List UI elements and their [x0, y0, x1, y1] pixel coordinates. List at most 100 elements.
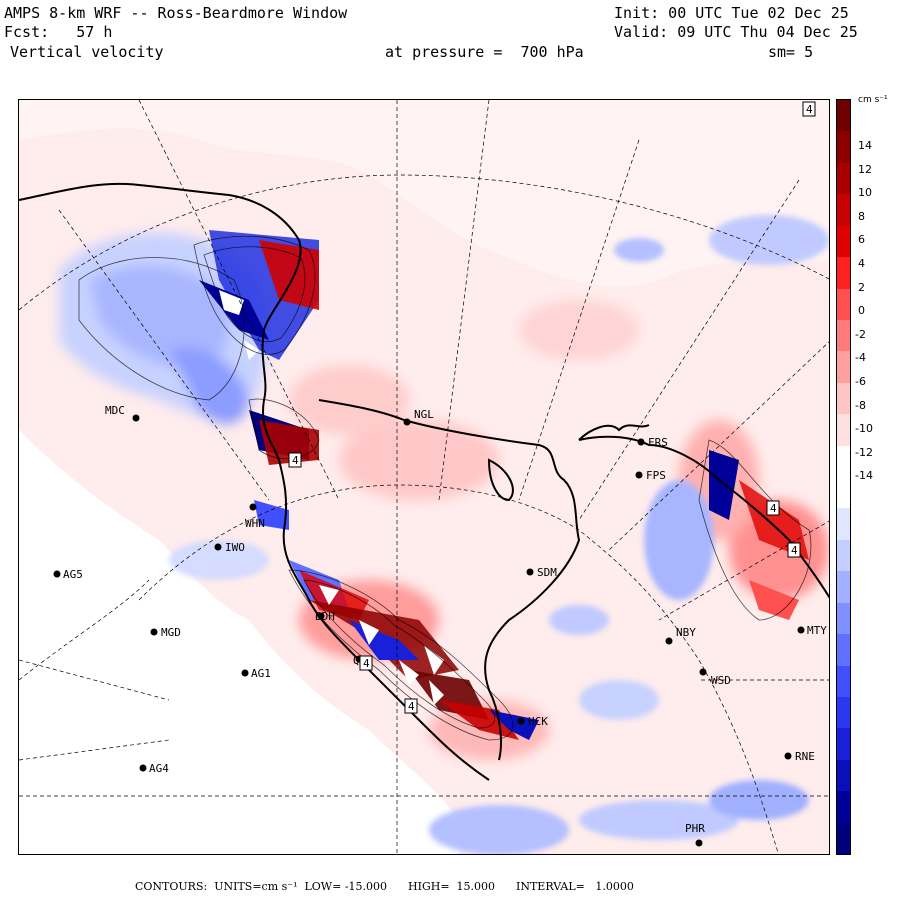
colorbar-tick-label: 8	[858, 209, 865, 223]
colorbar-segment	[837, 822, 850, 855]
svg-text:4: 4	[791, 544, 798, 557]
station-dots	[53, 414, 805, 847]
colorbar-tick-label: -4	[855, 351, 866, 365]
colorbar-segment	[837, 351, 850, 384]
station-dot-mdc	[132, 414, 140, 422]
field-name: Vertical velocity	[10, 43, 164, 61]
colorbar-segment	[837, 162, 850, 195]
colorbar-segment	[837, 131, 850, 164]
colorbar-tick-label: 12	[858, 162, 872, 176]
station-dot-ag4	[139, 764, 147, 772]
terrain-gaps	[219, 290, 444, 705]
station-dot-ag1	[241, 669, 249, 677]
subsidence-blue-patches	[169, 215, 829, 854]
lat-lon-grid	[19, 100, 829, 854]
colorbar-segment	[837, 100, 850, 132]
colorbar	[836, 99, 851, 855]
max-marker: 4	[359, 655, 373, 671]
station-dot-rne	[784, 752, 792, 760]
colorbar-segment	[837, 225, 850, 258]
station-label-bdh: BDH	[315, 610, 335, 623]
svg-text:4: 4	[292, 454, 299, 467]
station-label-ngl: NGL	[414, 408, 434, 421]
station-dot-sdm	[526, 568, 534, 576]
max-marker: 4	[787, 542, 801, 558]
colorbar-units: cm s⁻¹	[858, 95, 888, 105]
forecast-hour: Fcst: 57 h	[4, 23, 113, 41]
colorbar-segment	[837, 539, 850, 572]
station-dot-ag5	[53, 570, 61, 578]
pressure-level: at pressure = 700 hPa	[385, 43, 584, 61]
svg-text:4: 4	[770, 502, 777, 515]
valid-time: Valid: 09 UTC Thu 04 Dec 25	[614, 23, 858, 41]
station-label-ag5: AG5	[63, 568, 83, 581]
max-marker: 4	[802, 101, 816, 117]
svg-text:4: 4	[363, 657, 370, 670]
station-dot-frs	[637, 438, 645, 446]
station-label-frs: FRS	[648, 436, 668, 449]
station-dot-nby	[665, 637, 673, 645]
max-marker: 4	[766, 500, 780, 516]
colorbar-tick-label: -6	[855, 375, 866, 388]
colorbar-segment	[837, 634, 850, 666]
station-dot-whn	[249, 503, 257, 511]
station-label-ag1: AG1	[251, 667, 271, 680]
colorbar-tick-label: -2	[855, 327, 866, 341]
station-label-rne: RNE	[795, 750, 815, 763]
colorbar-tick-label: 6	[858, 233, 865, 247]
contour-info: CONTOURS: UNITS=cm s⁻¹ LOW= -15.000 HIGH…	[135, 880, 634, 893]
broad-subsidence-blue	[59, 232, 269, 424]
station-dot-fps	[635, 471, 643, 479]
station-dot-hck	[517, 717, 525, 725]
colorbar-segment	[837, 194, 850, 227]
svg-text:4: 4	[806, 103, 813, 116]
colorbar-segment	[837, 477, 850, 509]
map-svg: MDC NGL WHN IWO AG5 MGD AG1 AG4 SDM NBY …	[19, 100, 829, 854]
station-dot-iwo	[214, 543, 222, 551]
max-marker: 4	[288, 452, 302, 468]
station-label-wsd: WSD	[711, 674, 731, 687]
colorbar-tick-label: 10	[858, 186, 872, 200]
colorbar-segment	[837, 257, 850, 289]
colorbar-segment	[837, 791, 850, 824]
station-labels: MDC NGL WHN IWO AG5 MGD AG1 AG4 SDM NBY …	[63, 404, 827, 835]
station-dot-bdh	[317, 612, 325, 620]
max-markers: 4 4 4 4 4 4	[288, 101, 816, 714]
colorbar-segment	[837, 445, 850, 478]
station-label-nby: NBY	[676, 626, 696, 639]
colorbar-segment	[837, 571, 850, 604]
station-dot-wsd	[699, 668, 707, 676]
colorbar-tick-label: 2	[858, 280, 865, 294]
init-time: Init: 00 UTC Tue 02 Dec 25	[614, 4, 849, 22]
station-label-ag4: AG4	[149, 762, 169, 775]
colorbar-segment	[837, 759, 850, 792]
colorbar-tick-label: -8	[855, 398, 866, 412]
colorbar-segment	[837, 288, 850, 321]
colorbar-tick-label: -14	[855, 469, 873, 483]
vertical-velocity-map: MDC NGL WHN IWO AG5 MGD AG1 AG4 SDM NBY …	[18, 99, 830, 855]
colorbar-segment	[837, 508, 850, 541]
plateau-neutral-area	[19, 430, 459, 854]
station-label-mty: MTY	[807, 624, 827, 637]
colorbar-tick-label: -10	[855, 422, 873, 436]
svg-text:4: 4	[408, 700, 415, 713]
station-dot-phr	[695, 839, 703, 847]
station-label-iwo: IWO	[225, 541, 245, 554]
colorbar-segment	[837, 319, 850, 352]
colorbar-tick-label: -12	[855, 445, 873, 459]
station-label-phr: PHR	[685, 822, 705, 835]
station-label-mgd: MGD	[161, 626, 181, 639]
station-dot-mgd	[150, 628, 158, 636]
station-dot-ngl	[403, 418, 411, 426]
colorbar-segment	[837, 382, 850, 415]
station-label-hck: HCK	[528, 715, 548, 728]
station-label-sdm: SDM	[537, 566, 557, 579]
plot-title: AMPS 8-km WRF -- Ross-Beardmore Window	[4, 4, 348, 22]
colorbar-segment	[837, 602, 850, 635]
colorbar-segment	[837, 414, 850, 447]
colorbar-tick-label: 0	[858, 304, 865, 318]
station-label-fps: FPS	[646, 469, 666, 482]
station-label-mdc: MDC	[105, 404, 125, 417]
colorbar-tick-label: 4	[858, 257, 865, 270]
colorbar-tick-label: 14	[858, 139, 872, 152]
